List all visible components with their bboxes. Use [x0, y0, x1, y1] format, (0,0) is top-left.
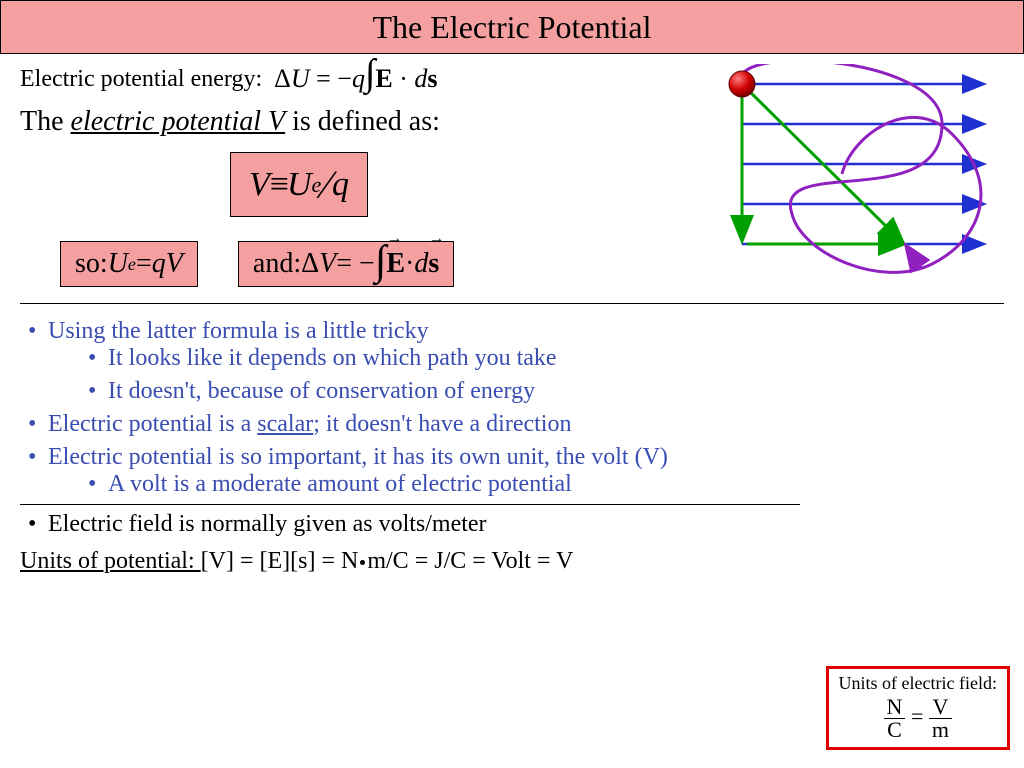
units-box-title: Units of electric field:: [839, 673, 997, 694]
curvy-path-arrow: [907, 247, 922, 269]
bullet-list-2: Electric field is normally given as volt…: [20, 511, 1004, 538]
bullet-1: Using the latter formula is a little tri…: [20, 318, 1004, 405]
bullet-1-sublist: It looks like it depends on which path y…: [48, 345, 1004, 405]
bullet-2: Electric potential is a scalar; it doesn…: [20, 411, 1004, 438]
integral-sign: ∫: [365, 52, 375, 94]
field-diagram: [702, 64, 1002, 294]
units-box-eq: NC = Vm: [839, 696, 997, 741]
bullet-list: Using the latter formula is a little tri…: [20, 318, 1004, 498]
energy-label: Electric potential energy:: [20, 66, 262, 93]
bullet-3: Electric potential is so important, it h…: [20, 444, 1004, 498]
formula-box-so: so: Ue = qV: [60, 241, 198, 287]
bullet-3-sublist: A volt is a moderate amount of electric …: [48, 471, 1004, 498]
bullet-3a: A volt is a moderate amount of electric …: [48, 471, 1004, 498]
bullet-4: Electric field is normally given as volt…: [20, 511, 1004, 538]
units-of-field-box: Units of electric field: NC = Vm: [826, 666, 1010, 750]
term-electric-potential: electric potential V: [71, 106, 286, 137]
field-lines: [742, 84, 982, 244]
bullet-1b: It doesn't, because of conservation of e…: [48, 378, 1004, 405]
slide-title: The Electric Potential: [0, 0, 1024, 54]
units-of-potential: Units of potential: [V] = [E][s] = Nm/C …: [20, 548, 1004, 575]
dot-icon: [360, 560, 365, 565]
energy-equation: ΔU = −q∫E · ds: [274, 64, 437, 94]
charge-ball: [729, 71, 755, 97]
curvy-path: [741, 64, 981, 272]
divider-2: [20, 504, 800, 505]
title-text: The Electric Potential: [373, 9, 652, 46]
bullet-1a: It looks like it depends on which path y…: [48, 345, 1004, 372]
formula-box-and: and: ΔV = −∫→E · d→s: [238, 241, 454, 287]
divider-1: [20, 303, 1004, 304]
formula-box-definition: V ≡ Ue ⁄ q: [230, 152, 368, 217]
integral-sign-2: ∫: [375, 249, 387, 274]
frac-N-C: NC: [884, 696, 906, 741]
frac-V-m: Vm: [929, 696, 952, 741]
